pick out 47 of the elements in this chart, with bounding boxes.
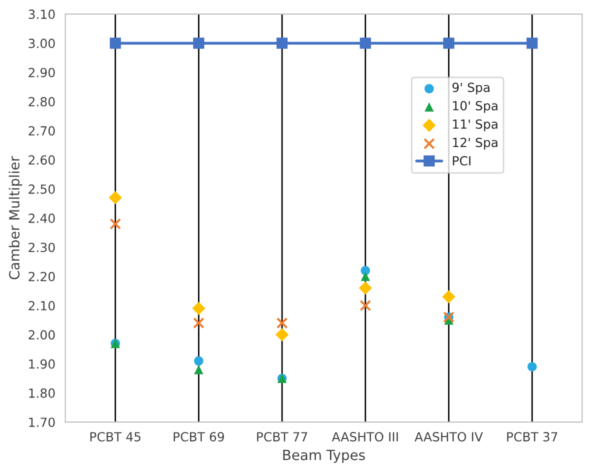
- legend-label: 10' Spa: [453, 101, 498, 113]
- point: [358, 281, 372, 295]
- x-tick-label: PCBT 45: [90, 432, 140, 442]
- x-tick-label: PCBT 69: [174, 432, 224, 442]
- y-tick-label: 2.80: [28, 96, 55, 106]
- y-tick-label: 3.10: [28, 10, 55, 19]
- legend-label: PCI: [452, 156, 470, 166]
- y-tick-label: 2.60: [28, 155, 55, 165]
- y-tick-label: 1.90: [29, 359, 55, 369]
- point: [360, 272, 370, 282]
- point: [194, 364, 204, 374]
- point: [527, 362, 537, 372]
- y-tick-label: 1.70: [29, 418, 55, 428]
- legend-label: 11' Spa: [453, 119, 498, 132]
- point: [108, 191, 122, 204]
- y-tick-label: 3.00: [28, 38, 55, 48]
- x-tick-label: PCBT 37: [507, 432, 558, 442]
- legend-label: 12' Spa: [453, 138, 498, 150]
- point: [443, 38, 454, 49]
- y-tick-label: 1.80: [29, 388, 55, 398]
- point: [526, 38, 538, 49]
- x-tick-label: PCBT 77: [257, 432, 308, 442]
- y-tick-label: 2.50: [28, 184, 55, 194]
- point: [442, 290, 456, 304]
- x-axis-title: Beam Types: [283, 450, 365, 463]
- y-tick-label: 2.00: [28, 330, 55, 340]
- point: [110, 218, 122, 230]
- legend-label: 9' Spa: [452, 82, 490, 95]
- y-tick-label: 2.30: [28, 242, 55, 252]
- point: [275, 328, 289, 342]
- x-tick-label: AASHTO IV: [414, 432, 483, 442]
- point: [360, 300, 372, 312]
- point: [276, 38, 288, 49]
- y-tick-label: 2.90: [28, 68, 55, 78]
- y-tick-label: 2.40: [28, 214, 55, 224]
- y-tick-label: 2.70: [28, 126, 55, 136]
- point: [276, 317, 288, 329]
- point: [193, 317, 204, 329]
- y-tick-label: 2.20: [28, 272, 55, 282]
- y-axis-title: Camber Multiplier: [8, 156, 22, 280]
- point: [110, 38, 121, 49]
- point: [194, 356, 204, 366]
- point: [192, 302, 206, 316]
- x-tick-label: AASHTO III: [332, 432, 398, 442]
- point: [360, 38, 371, 49]
- y-tick-label: 2.10: [28, 300, 55, 310]
- point: [193, 38, 204, 49]
